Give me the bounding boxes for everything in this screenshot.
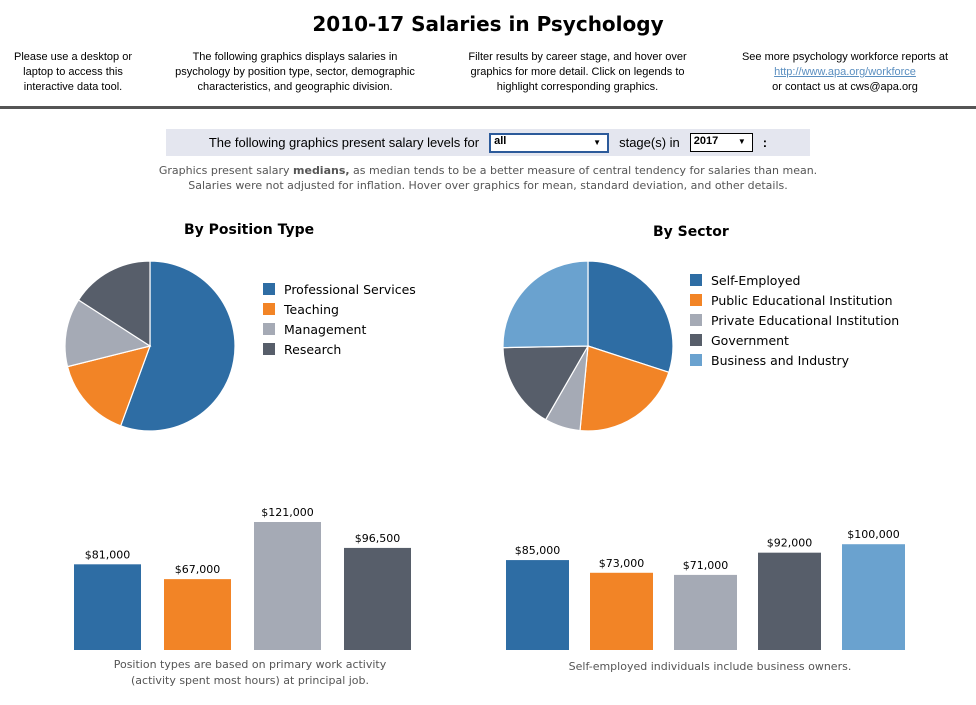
legend-item[interactable]: Teaching	[263, 299, 416, 319]
filter-bar: The following graphics present salary le…	[166, 129, 810, 156]
filter-suffix: :	[762, 135, 768, 150]
text-line: highlight corresponding graphics.	[496, 81, 659, 93]
divider	[0, 106, 976, 109]
dropdown-value: all	[494, 134, 507, 147]
pie-slice-professional-services[interactable]	[119, 260, 236, 432]
text: medians,	[293, 164, 350, 177]
bar-value-label: $81,000	[85, 548, 131, 561]
bar-value-label: $100,000	[847, 528, 900, 541]
intro-desktop-note: Please use a desktop or laptop to access …	[0, 50, 146, 95]
filter-middle: stage(s) in	[619, 135, 680, 150]
legend-item[interactable]: Public Educational Institution	[690, 290, 899, 310]
legend-label: Professional Services	[284, 281, 416, 297]
text: Graphics present salary	[158, 164, 294, 177]
pie-slice-self-employed[interactable]	[587, 260, 674, 374]
bar-business-and-industry[interactable]	[842, 544, 905, 650]
dropdown-value: 2017	[693, 135, 719, 147]
text-line: characteristics, and geographic division…	[197, 81, 393, 93]
legend-label: Government	[711, 332, 789, 348]
legend-swatch	[263, 343, 275, 355]
legend-label: Private Educational Institution	[711, 312, 900, 328]
bar-government[interactable]	[758, 552, 821, 650]
dropdown-arrow-icon: ▼	[593, 137, 602, 147]
legend-label: Business and Industry	[711, 352, 850, 368]
bar-value-label: $67,000	[175, 563, 221, 576]
intro-filter-help: Filter results by career stage, and hove…	[445, 50, 710, 95]
text-line: Position types are based on primary work…	[113, 658, 387, 671]
bar-public-educational-institution[interactable]	[590, 572, 653, 650]
pie-slice-management[interactable]	[64, 299, 152, 368]
legend-label: Management	[284, 321, 367, 337]
median-note: Graphics present salary medians, as medi…	[0, 163, 976, 193]
legend-swatch	[263, 303, 275, 315]
legend-item[interactable]: Management	[263, 319, 416, 339]
text-line: See more psychology workforce reports at	[741, 51, 949, 63]
text: as median tends to be a better measure o…	[349, 164, 818, 177]
text-line: (activity spent most hours) at principal…	[130, 674, 370, 687]
pie-slice-government[interactable]	[502, 345, 590, 421]
position-footnote: Position types are based on primary work…	[50, 657, 450, 689]
bar-research[interactable]	[344, 547, 411, 650]
pie-slice-business-and-industry[interactable]	[502, 260, 589, 349]
sector-chart-title: By Sector	[653, 224, 729, 240]
bar-professional-services[interactable]	[74, 564, 141, 650]
legend-item[interactable]: Business and Industry	[690, 350, 899, 370]
legend-swatch	[690, 294, 702, 306]
bar-management[interactable]	[254, 522, 321, 650]
bar-value-label: $71,000	[683, 559, 729, 572]
pie-slice-public-educational-institution[interactable]	[579, 345, 670, 432]
legend-item[interactable]: Government	[690, 330, 899, 350]
legend-swatch	[263, 323, 275, 335]
text-line: Filter results by career stage, and hove…	[468, 51, 687, 63]
page-title: 2010-17 Salaries in Psychology	[312, 12, 664, 36]
text-line: interactive data tool.	[23, 81, 123, 93]
workforce-link[interactable]: http://www.apa.org/workforce	[774, 66, 916, 78]
legend-item[interactable]: Private Educational Institution	[690, 310, 899, 330]
legend-swatch	[690, 314, 702, 326]
legend-item[interactable]: Professional Services	[263, 279, 416, 299]
legend-label: Teaching	[284, 301, 339, 317]
bar-value-label: $121,000	[261, 506, 314, 519]
text: Salaries were not adjusted for inflation…	[188, 179, 788, 192]
filter-prefix: The following graphics present salary le…	[208, 135, 480, 150]
legend-item[interactable]: Research	[263, 339, 416, 359]
text-line: psychology by position type, sector, dem…	[175, 66, 415, 78]
text-line: laptop to access this	[23, 66, 123, 78]
text-line: or contact us at cws@apa.org	[772, 81, 918, 93]
intro-description: The following graphics displays salaries…	[160, 50, 430, 95]
bar-value-label: $92,000	[767, 537, 813, 550]
career-stage-dropdown[interactable]: all ▼	[489, 132, 610, 153]
position-chart-title: By Position Type	[184, 222, 315, 238]
bar-self-employed[interactable]	[506, 560, 569, 650]
year-dropdown[interactable]: 2017 ▼	[689, 133, 753, 152]
intro-contact: See more psychology workforce reports at…	[720, 50, 970, 95]
legend-swatch	[690, 354, 702, 366]
legend-swatch	[690, 334, 702, 346]
legend-swatch	[263, 283, 275, 295]
pie-slice-teaching[interactable]	[66, 345, 151, 427]
text-line: Self-employed individuals include busine…	[568, 660, 852, 673]
legend-label: Self-Employed	[711, 272, 801, 288]
legend-label: Research	[284, 341, 342, 357]
bar-value-label: $96,500	[355, 532, 401, 545]
text-line: Please use a desktop or	[13, 51, 133, 63]
pie-slice-research[interactable]	[77, 260, 151, 348]
text-line: graphics for more detail. Click on legen…	[470, 66, 685, 78]
text-line: The following graphics displays salaries…	[192, 51, 398, 63]
legend-label: Public Educational Institution	[711, 292, 893, 308]
bar-value-label: $85,000	[515, 544, 561, 557]
bar-value-label: $73,000	[599, 557, 645, 570]
legend-item[interactable]: Self-Employed	[690, 270, 899, 290]
sector-legend: Self-Employed Public Educational Institut…	[690, 270, 899, 370]
dropdown-arrow-icon: ▼	[737, 137, 746, 146]
legend-swatch	[690, 274, 702, 286]
bar-private-educational-institution[interactable]	[674, 574, 737, 650]
sector-footnote: Self-employed individuals include busine…	[500, 659, 920, 675]
position-legend: Professional Services Teaching Management R…	[263, 279, 416, 359]
bar-teaching[interactable]	[164, 579, 231, 650]
